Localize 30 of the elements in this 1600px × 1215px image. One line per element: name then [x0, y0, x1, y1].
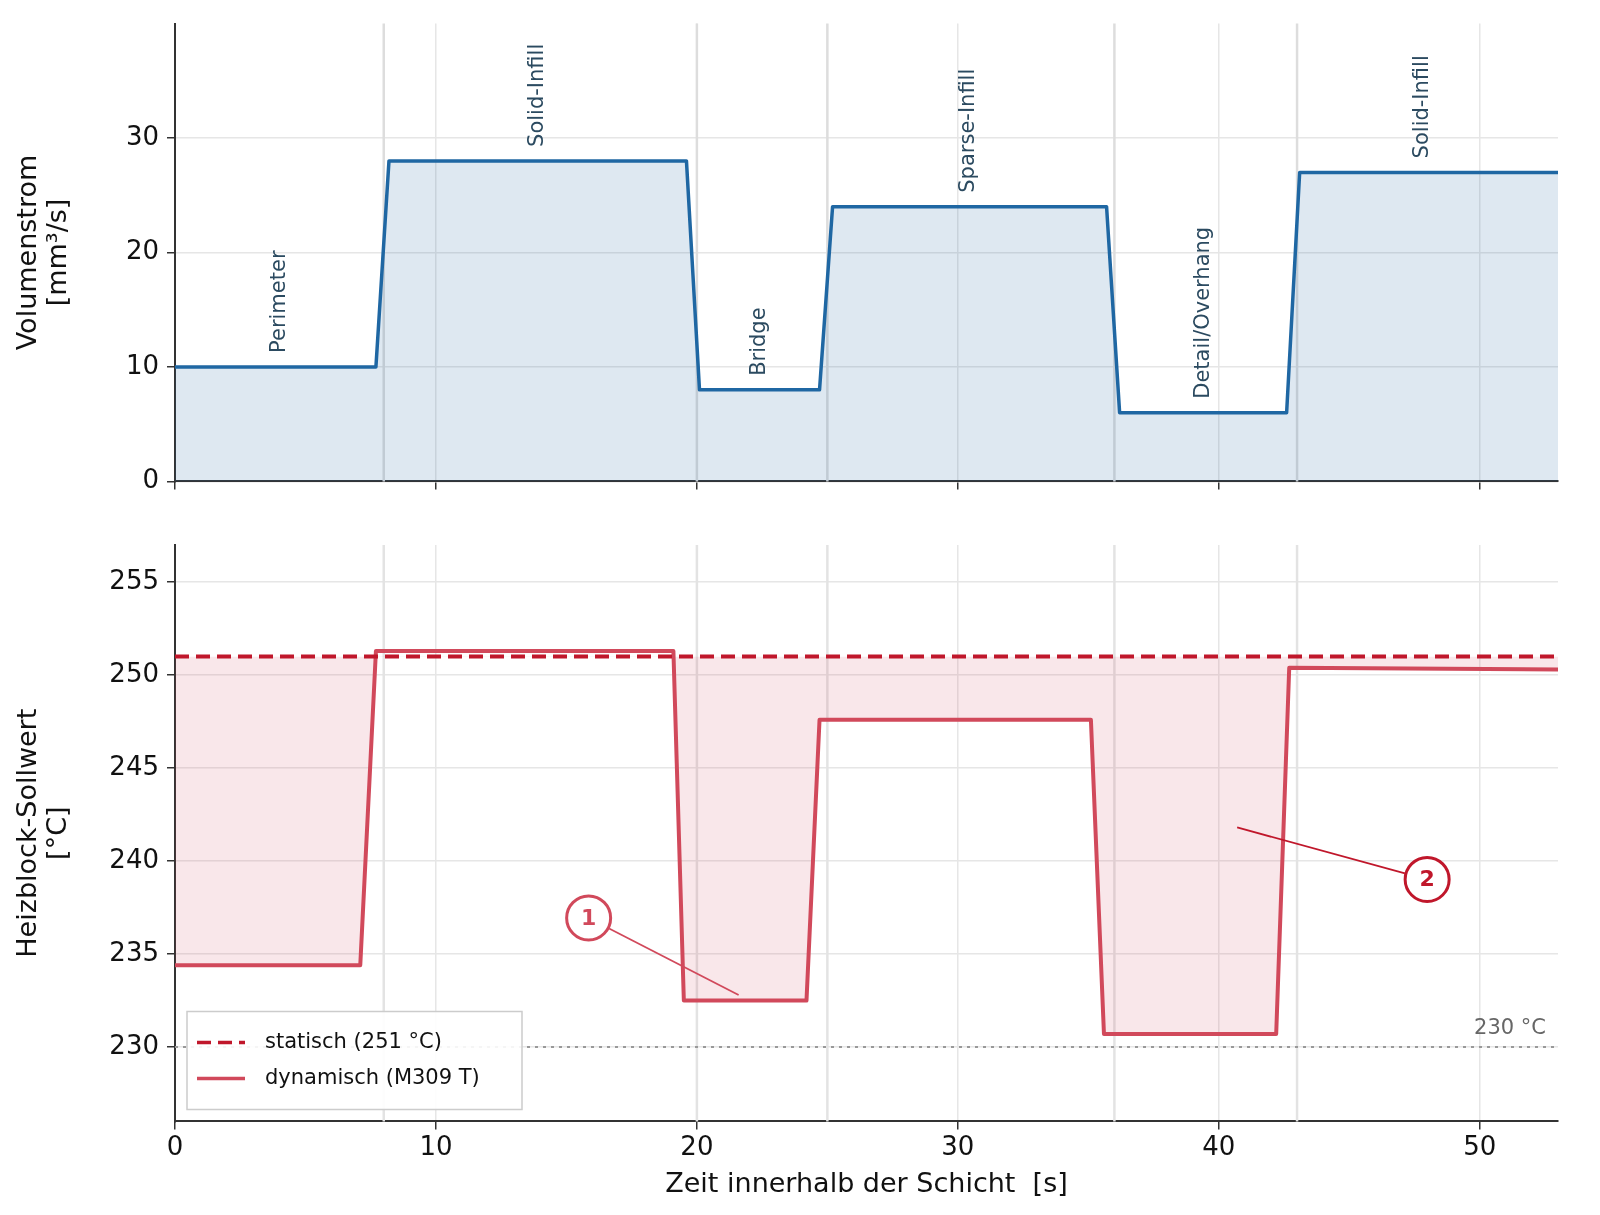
ref-line-label: 230 °C [1474, 1014, 1546, 1039]
x-tick-label: 50 [1463, 1130, 1497, 1161]
y-tick-label: 250 [109, 657, 159, 688]
y-tick-label: 10 [125, 349, 159, 380]
annotation: 1 [580, 904, 597, 930]
x-tick-label: 40 [1202, 1130, 1236, 1161]
x-tick-label: 10 [419, 1130, 453, 1161]
y-tick-label: 20 [125, 235, 159, 266]
annotation: Solid-Infill [1408, 55, 1433, 159]
y-tick-label: 240 [109, 843, 159, 874]
x-tick-label: 20 [680, 1130, 714, 1161]
annotation: Detail/Overhang [1189, 226, 1214, 399]
y-axis-title: Heizblock-Sollwert [°C] [10, 708, 72, 958]
y-tick-label: 230 [109, 1029, 159, 1060]
annotation: Bridge [745, 307, 770, 376]
x-tick-label: 30 [941, 1130, 975, 1161]
y-tick-label: 30 [125, 120, 159, 151]
y-tick-label: 245 [109, 750, 159, 781]
y-tick-label: 235 [109, 936, 159, 967]
annotation: Sparse-Infill [954, 68, 979, 193]
legend-label: statisch (251 °C) [265, 1028, 442, 1053]
annotation: 2 [1419, 866, 1435, 892]
x-axis-title: Zeit innerhalb der Schicht [s] [665, 1166, 1068, 1198]
annotation: Perimeter [265, 250, 290, 353]
y-axis-title: Volumenstrom [mm³/s] [10, 154, 72, 351]
x-tick-label: 0 [166, 1130, 184, 1161]
legend-label: dynamisch (M309 T) [265, 1064, 480, 1089]
y-tick-label: 0 [142, 464, 159, 495]
annotation: Solid-Infill [524, 43, 549, 147]
y-tick-label: 255 [109, 564, 159, 595]
